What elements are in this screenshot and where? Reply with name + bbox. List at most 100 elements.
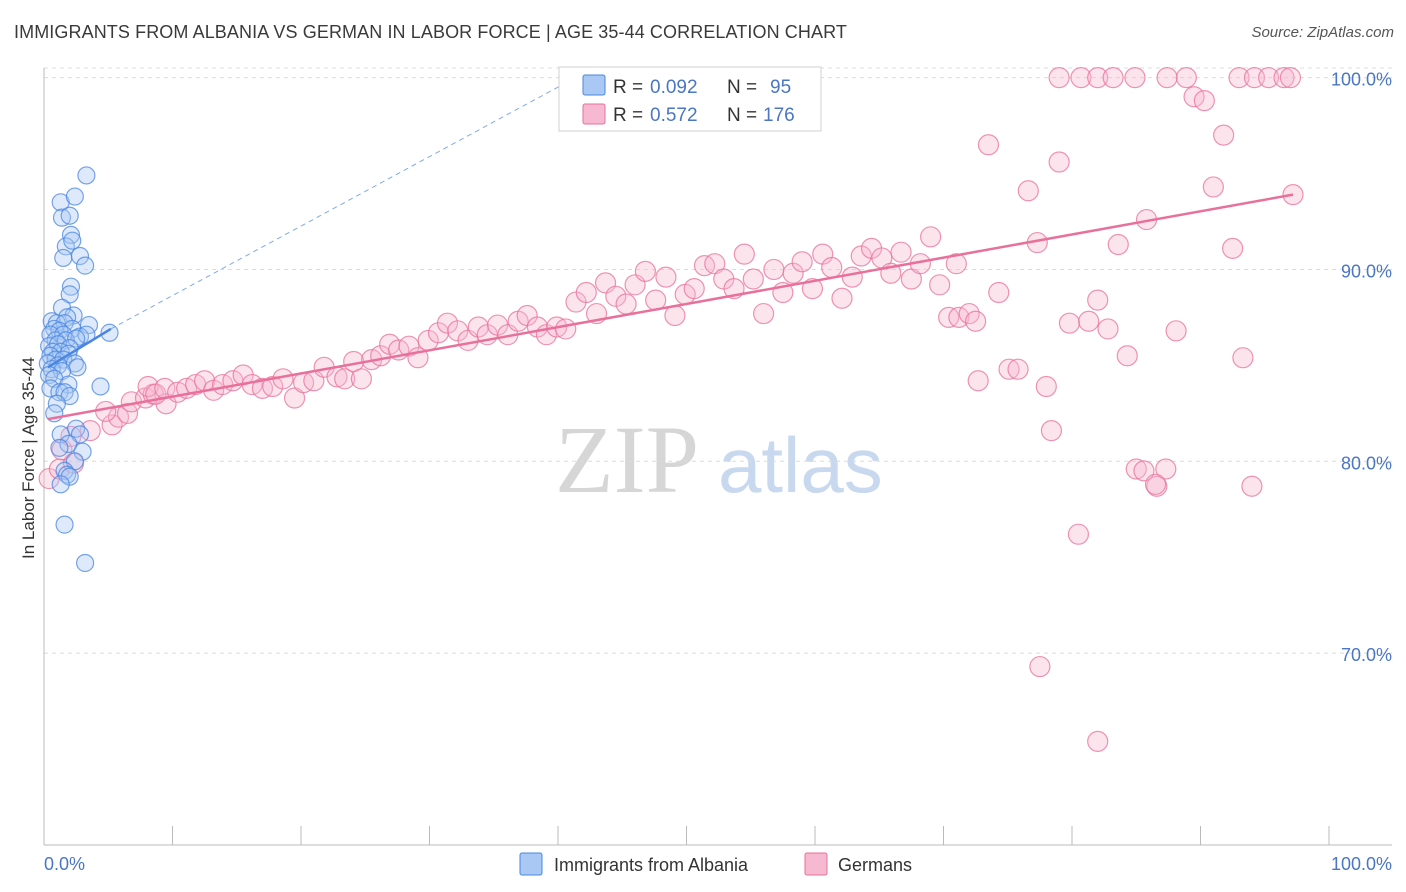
- germans-point: [1232, 347, 1254, 369]
- legend-n-value-germans: 176: [763, 105, 795, 126]
- albania-point: [77, 166, 96, 185]
- germans-point: [988, 281, 1010, 304]
- germans-point: [1133, 460, 1155, 482]
- albania-point: [58, 465, 77, 484]
- albania-point: [59, 434, 78, 454]
- germans-point: [1107, 233, 1129, 256]
- legend-swatch-germans: [582, 103, 606, 125]
- germans-point: [831, 287, 853, 309]
- germans-point: [398, 335, 420, 357]
- germans-point: [1070, 66, 1092, 89]
- germans-point: [1175, 66, 1197, 89]
- germans-point: [1146, 475, 1168, 497]
- germans-point: [890, 241, 912, 263]
- grid-lines: [44, 67, 1392, 654]
- germans-point: [1125, 458, 1147, 480]
- albania-points: [38, 166, 119, 573]
- germans-point: [1102, 66, 1124, 89]
- watermark: ZIP atlas: [555, 406, 883, 513]
- germans-point: [1228, 66, 1250, 89]
- watermark-atlas: atlas: [718, 421, 883, 509]
- y-tick-label: 70.0%: [1341, 645, 1392, 665]
- germans-point: [1279, 66, 1302, 89]
- albania-point: [100, 323, 119, 342]
- legend-n-value-albania: 95: [770, 77, 791, 98]
- germans-point: [683, 278, 705, 300]
- germans-point: [1241, 475, 1263, 497]
- stats-legend: R = 0.092 N = 95 R = 0.572 N = 176: [558, 66, 822, 132]
- legend-r-value-albania: 0.092: [650, 77, 698, 98]
- germans-point: [1035, 375, 1057, 398]
- germans-point: [1156, 66, 1178, 89]
- germans-point: [782, 262, 804, 284]
- albania-point: [61, 277, 81, 296]
- y-tick-labels: 70.0% 80.0% 90.0% 100.0%: [1331, 70, 1392, 666]
- germans-point: [79, 420, 101, 442]
- germans-point: [1202, 176, 1224, 198]
- chart-title: IMMIGRANTS FROM ALBANIA VS GERMAN IN LAB…: [14, 22, 847, 42]
- germans-point: [1116, 345, 1138, 367]
- germans-point: [1124, 66, 1146, 89]
- germans-point: [95, 400, 117, 423]
- x-tick-marks: [43, 826, 1330, 845]
- watermark-zip: ZIP: [555, 406, 699, 513]
- albania-point: [73, 442, 92, 461]
- germans-point: [1029, 655, 1051, 678]
- germans-point: [116, 402, 139, 424]
- germans-point: [1193, 90, 1215, 112]
- albania-trend-line: [47, 327, 112, 369]
- trend-lines: [47, 71, 1294, 421]
- albania-point: [55, 515, 74, 534]
- legend-n-label-germans: N =: [727, 105, 757, 126]
- albania-point: [50, 438, 69, 457]
- germans-points: [38, 66, 1304, 753]
- germans-point: [1087, 730, 1109, 753]
- albania-trend-extension: [110, 71, 587, 330]
- albania-point: [60, 206, 79, 225]
- germans-point: [1078, 310, 1100, 332]
- x-tick-label-min: 0.0%: [44, 854, 85, 874]
- albania-point: [91, 377, 110, 396]
- albania-point: [50, 383, 69, 402]
- albania-point: [60, 285, 79, 304]
- series-legend-label-albania: Immigrants from Albania: [554, 855, 749, 875]
- germans-point: [575, 281, 597, 304]
- germans-point: [1097, 318, 1119, 340]
- germans-point: [1017, 180, 1039, 202]
- germans-trend-line: [47, 193, 1294, 421]
- germans-point: [1222, 237, 1244, 259]
- albania-point: [61, 225, 81, 245]
- germans-point: [791, 251, 813, 273]
- legend-swatch-albania: [582, 74, 606, 96]
- albania-point: [76, 553, 95, 573]
- germans-point: [1087, 289, 1109, 311]
- series-legend-swatch-germans: [804, 852, 828, 876]
- series-legend: Immigrants from Albania Germans: [519, 852, 912, 876]
- germans-point: [1155, 458, 1177, 480]
- germans-point: [1144, 473, 1167, 495]
- series-legend-swatch-albania: [519, 852, 543, 876]
- germans-point: [1048, 151, 1070, 173]
- y-axis-title: In Labor Force | Age 35-44: [19, 357, 38, 559]
- germans-point: [350, 368, 372, 390]
- germans-point: [1040, 420, 1063, 442]
- germans-point: [1007, 358, 1029, 380]
- germans-point: [1165, 320, 1187, 342]
- germans-point: [137, 375, 159, 398]
- germans-point: [1273, 66, 1295, 89]
- germans-point: [1087, 66, 1109, 89]
- legend-r-value-germans: 0.572: [650, 105, 698, 126]
- germans-point: [965, 310, 987, 332]
- chart-source: Source: ZipAtlas.com: [1251, 24, 1394, 41]
- albania-point: [41, 379, 60, 398]
- albania-point: [54, 248, 73, 268]
- germans-point: [1048, 66, 1070, 89]
- germans-point: [334, 368, 356, 390]
- albania-point: [68, 358, 87, 377]
- albania-point: [51, 425, 70, 444]
- germans-point: [967, 370, 989, 392]
- germans-point: [1258, 66, 1280, 89]
- germans-point: [1067, 523, 1090, 545]
- albania-point: [65, 187, 84, 206]
